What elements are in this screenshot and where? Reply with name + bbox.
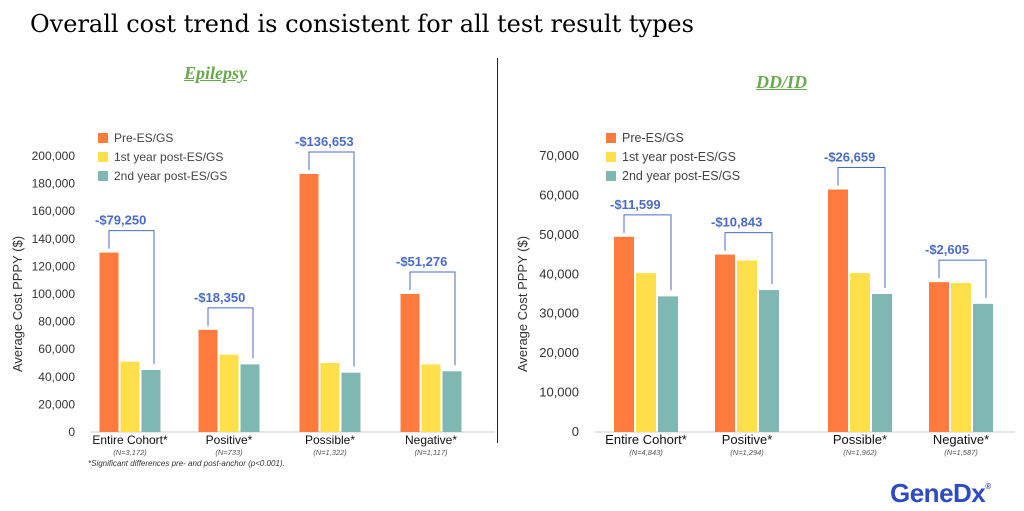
chart1-sample-size-label: (N=733) [215, 448, 243, 457]
chart1-difference-label: -$79,250 [95, 213, 146, 228]
chart1-difference-bracket [207, 307, 254, 359]
chart1-difference-label: -$18,350 [194, 290, 245, 305]
chart2-bar [658, 296, 678, 432]
ddid-panel-title: DD/ID [756, 72, 808, 92]
chart1-y-axis-label: Average Cost PPPY ($) [10, 236, 25, 372]
chart1-category-label: Entire Cohort* [92, 433, 168, 447]
chart2-bar [614, 236, 634, 432]
chart2-bar [715, 254, 735, 432]
chart1-legend-label: 2nd year post-ES/GS [114, 169, 227, 183]
chart2-sample-size-label: (N=4,843) [629, 448, 663, 457]
chart2-difference-label: -$11,599 [610, 197, 661, 212]
chart1-ytick-label: 80,000 [38, 315, 75, 329]
chart2-ytick-label: 50,000 [539, 227, 579, 242]
chart2-ytick-label: 20,000 [539, 345, 579, 360]
chart1-ytick-label: 40,000 [38, 370, 75, 384]
chart2-sample-size-label: (N=1,962) [843, 448, 877, 457]
chart1-bar [400, 294, 420, 432]
chart2-sample-size-label: (N=1,294) [730, 448, 764, 457]
chart1-ytick-label: 60,000 [38, 342, 75, 356]
significance-footnote: *Significant differences pre- and post-a… [88, 459, 285, 468]
chart2-category-label: Possible* [833, 432, 887, 447]
chart2-bar [929, 282, 949, 432]
chart1-difference-bracket [308, 151, 355, 367]
chart2-bar [872, 294, 892, 432]
chart2-difference-bracket [938, 259, 987, 298]
chart2-difference-bracket [724, 232, 773, 285]
chart1-sample-size-label: (N=3,172) [113, 448, 147, 457]
chart1-bar [442, 371, 462, 432]
chart2-ytick-label: 70,000 [539, 148, 579, 163]
chart1-difference-bracket [108, 230, 155, 364]
chart2-ytick-label: 30,000 [539, 306, 579, 321]
chart1-legend-label: Pre-ES/GS [114, 131, 173, 145]
chart2-difference-label: -$26,659 [824, 150, 875, 165]
chart2-difference-label: -$10,843 [711, 215, 762, 230]
genedx-logo: GeneDx® [890, 478, 991, 508]
chart2-legend-label: Pre-ES/GS [622, 131, 684, 145]
chart1-ytick-label: 140,000 [32, 232, 76, 246]
chart1-bar [141, 369, 161, 432]
chart2-legend-label: 2nd year post-ES/GS [622, 169, 740, 183]
chart1-legend-swatch [98, 133, 108, 143]
chart1-ytick-label: 20,000 [38, 397, 75, 411]
chart1-ytick-label: 100,000 [32, 287, 76, 301]
chart2-ytick-label: 10,000 [539, 385, 579, 400]
chart2-bar [951, 282, 971, 432]
chart1-bar [120, 361, 140, 432]
chart2-bar [636, 273, 656, 432]
chart1-category-label: Possible* [305, 433, 355, 447]
chart2-ytick-label: 0 [572, 424, 579, 439]
chart1-bar [299, 173, 319, 432]
chart1-ytick-label: 160,000 [32, 204, 76, 218]
chart1-bar [198, 329, 218, 432]
chart2-legend-swatch [606, 152, 616, 162]
epilepsy-panel-title: Epilepsy [184, 63, 247, 83]
chart1-sample-size-label: (N=1,117) [414, 448, 448, 457]
chart1-category-label: Positive* [206, 433, 253, 447]
chart1-difference-label: -$51,276 [396, 254, 447, 269]
chart1-legend-label: 1st year post-ES/GS [114, 150, 223, 164]
chart2-legend-label: 1st year post-ES/GS [622, 150, 736, 164]
chart2-difference-label: -$2,605 [925, 242, 969, 257]
chart2-sample-size-label: (N=1,587) [944, 448, 978, 457]
chart1-bar [341, 372, 361, 432]
chart2-difference-bracket [837, 167, 886, 288]
chart2-bar [759, 290, 779, 432]
chart1-bar [320, 363, 340, 432]
chart2-category-label: Positive* [722, 432, 773, 447]
chart2-bar [850, 273, 870, 432]
chart1-ytick-label: 120,000 [32, 259, 76, 273]
chart2-ytick-label: 60,000 [539, 187, 579, 202]
chart1-legend-swatch [98, 171, 108, 181]
chart1-bar [99, 252, 119, 432]
chart1-difference-label: -$136,653 [295, 134, 354, 149]
chart1-ytick-label: 200,000 [32, 149, 76, 163]
chart1-bar [240, 364, 260, 432]
chart1-bar [219, 354, 239, 432]
chart2-legend-swatch [606, 133, 616, 143]
chart1-ytick-label: 180,000 [32, 177, 76, 191]
panel-divider [497, 58, 498, 443]
slide-title: Overall cost trend is consistent for all… [30, 10, 694, 38]
chart2-bar [737, 260, 757, 432]
chart1-ytick-label: 0 [68, 425, 75, 439]
chart2-difference-bracket [623, 214, 672, 291]
chart2-y-axis-label: Average Cost PPPY ($) [515, 236, 530, 372]
chart2-legend-swatch [606, 171, 616, 181]
chart2-bar [828, 189, 848, 432]
chart2-category-label: Negative* [933, 432, 989, 447]
chart1-sample-size-label: (N=1,322) [313, 448, 347, 457]
chart1-bar [421, 364, 441, 432]
chart2-bar [973, 303, 993, 432]
chart1-category-label: Negative* [405, 433, 457, 447]
chart2-ytick-label: 40,000 [539, 266, 579, 281]
chart1-legend-swatch [98, 152, 108, 162]
chart1-difference-bracket [409, 271, 456, 366]
chart2-category-label: Entire Cohort* [605, 432, 687, 447]
